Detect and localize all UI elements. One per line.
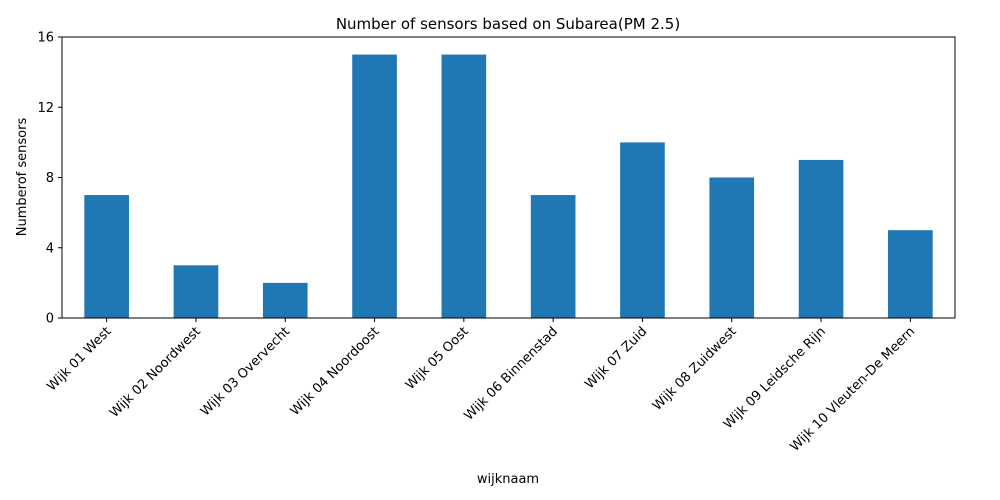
- bar-5: [441, 54, 487, 318]
- bars-group: [84, 54, 933, 318]
- x-tick-label: Wijk 03 Overvecht: [198, 324, 293, 419]
- bar-9: [798, 159, 844, 318]
- bar-3: [262, 282, 308, 318]
- bar-8: [709, 177, 755, 318]
- bar-7: [620, 142, 665, 318]
- bar-6: [530, 195, 576, 318]
- x-tick-label: Wijk 07 Zuid: [582, 324, 650, 392]
- y-tick-label: 4: [46, 241, 54, 256]
- x-axis-label: wijknaam: [477, 472, 539, 487]
- y-axis-ticks: 0 4 8 12 16: [37, 31, 62, 327]
- y-tick-label: 8: [46, 171, 54, 186]
- plot-frame: [61, 36, 956, 319]
- y-axis-label: Numberof sensors: [15, 118, 30, 237]
- x-tick-label: Wijk 02 Noordwest: [107, 324, 204, 421]
- x-tick-label: Wijk 05 Oost: [403, 324, 472, 393]
- chart-title: Number of sensors based on Subarea(PM 2.…: [336, 15, 680, 33]
- x-tick-label: Wijk 09 Leidsche Rijn: [721, 324, 829, 432]
- y-tick-label: 12: [37, 101, 54, 116]
- bar-2: [173, 265, 219, 318]
- bar-10: [888, 230, 933, 318]
- x-tick-label: Wijk 08 Zuidwest: [650, 324, 740, 414]
- bar-1: [84, 195, 129, 318]
- y-tick-label: 16: [37, 31, 54, 46]
- y-tick-label: 0: [46, 312, 54, 327]
- x-tick-label: Wijk 04 Noordoost: [288, 324, 383, 419]
- bar-4: [352, 54, 397, 318]
- x-tick-label: Wijk 01 West: [44, 324, 114, 394]
- x-tick-label: Wijk 06 Binnenstad: [462, 324, 561, 423]
